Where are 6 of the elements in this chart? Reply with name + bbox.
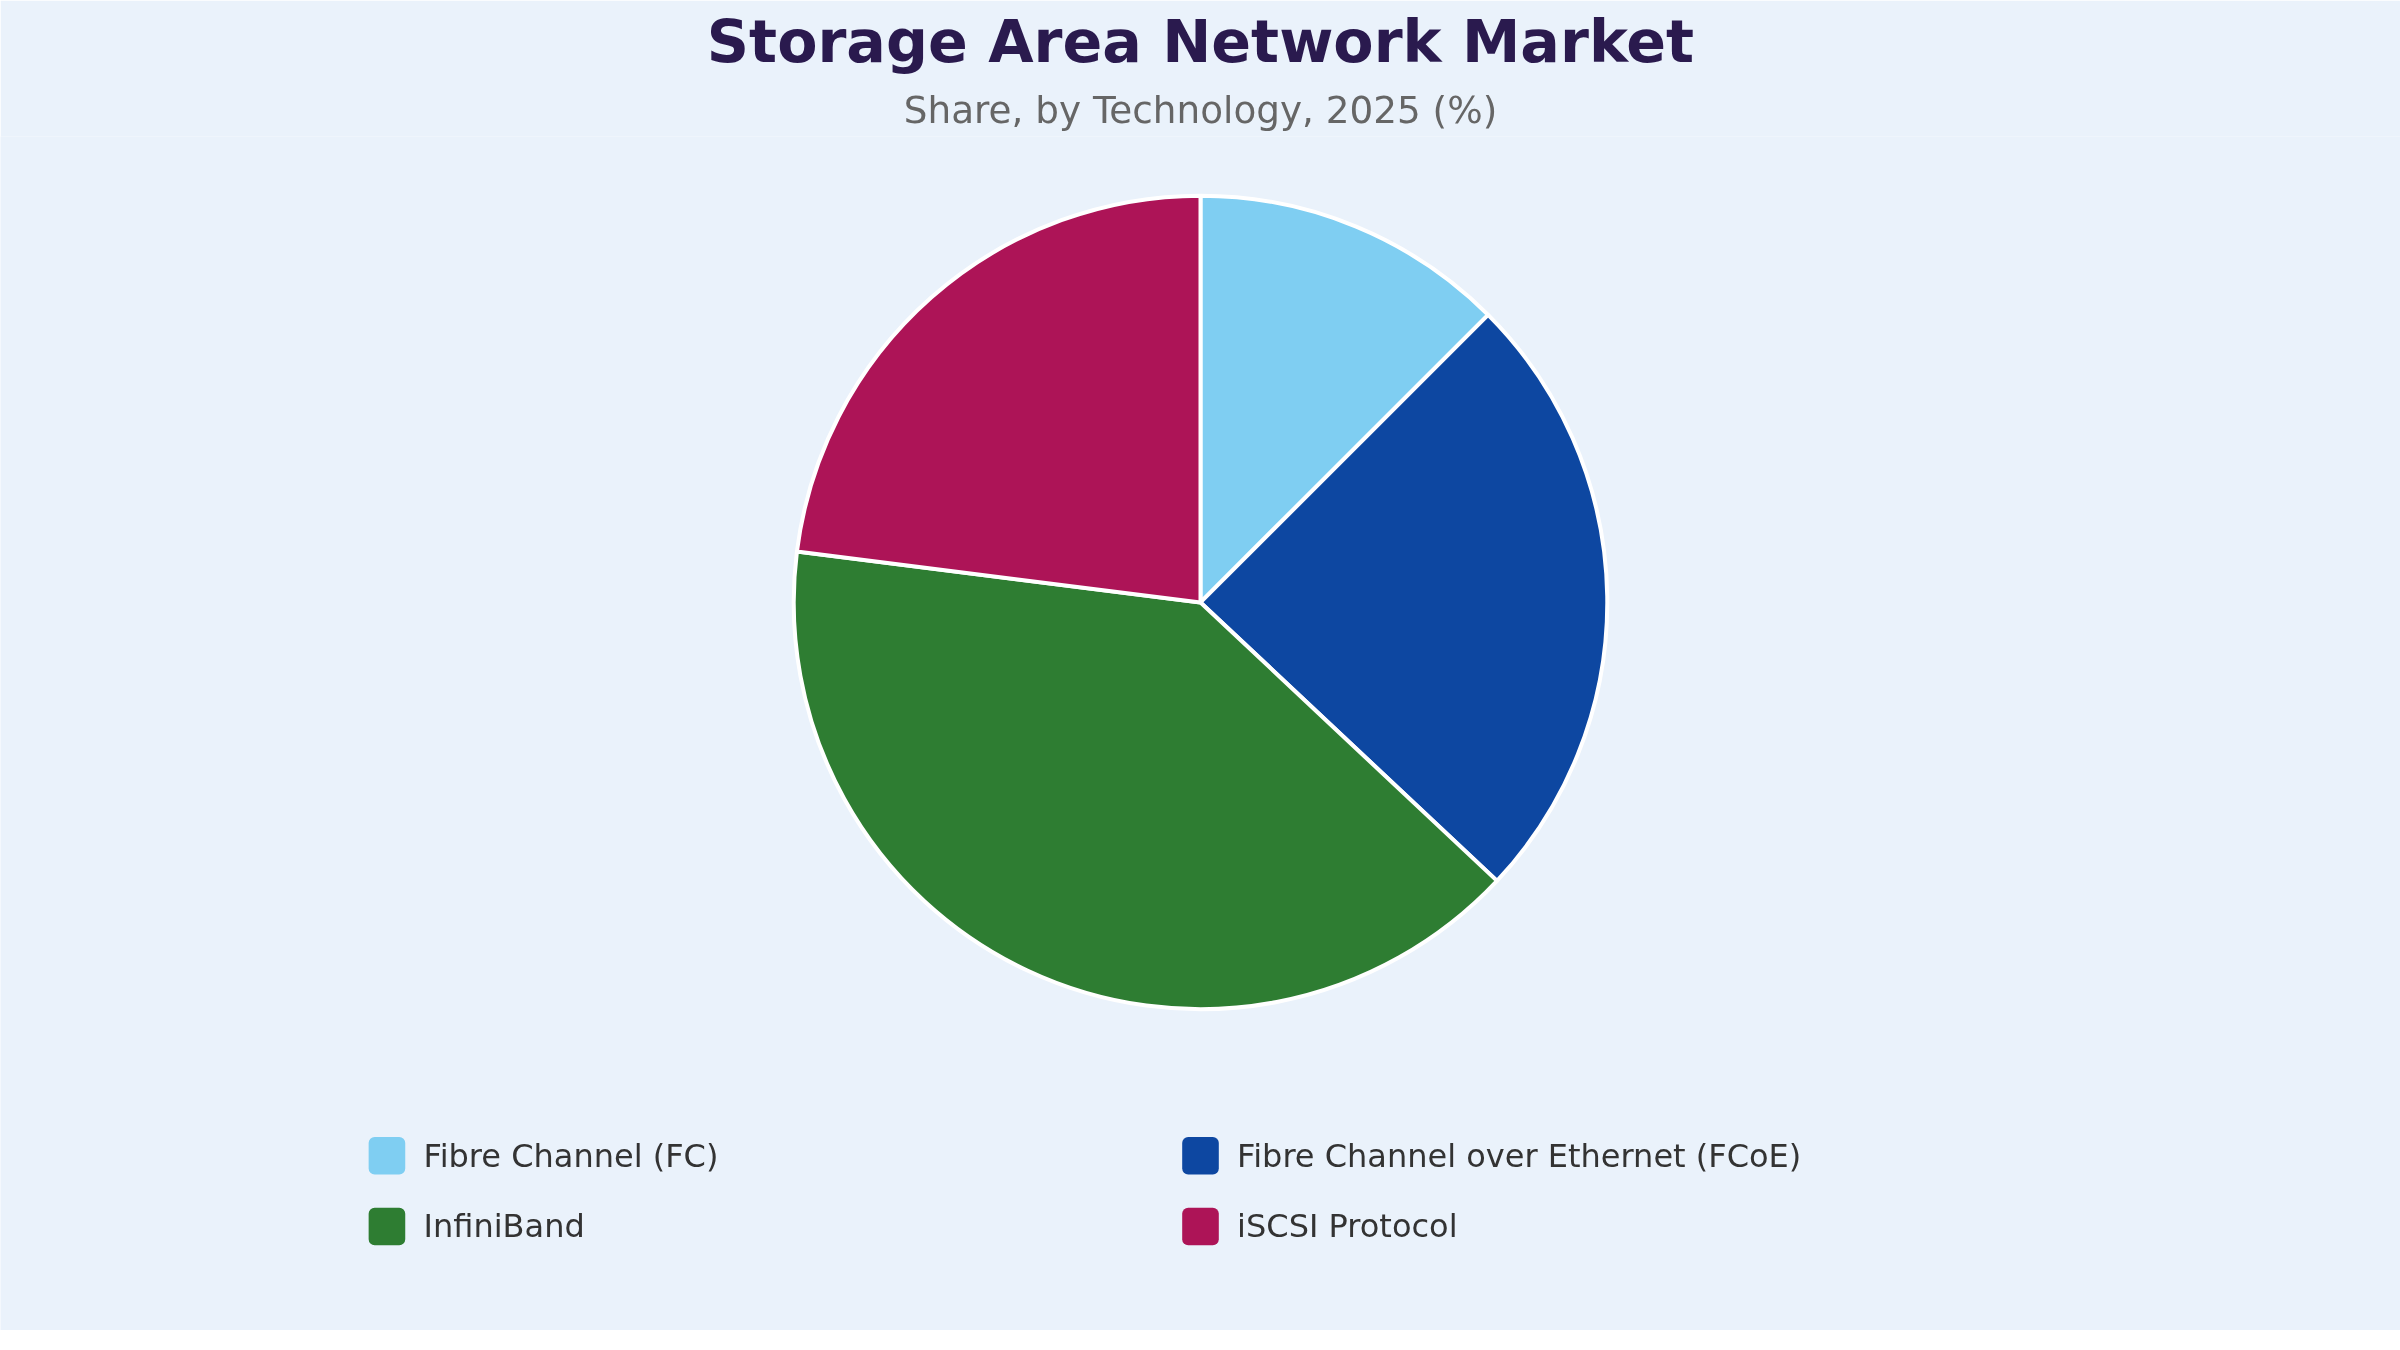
chart-subtitle: Share, by Technology, 2025 (%)	[903, 87, 1498, 132]
chart-title: Storage Area Network Market	[706, 7, 1695, 76]
legend-label: InfiniBand	[423, 1207, 585, 1246]
legend-label: iSCSI Protocol	[1237, 1207, 1458, 1246]
legend-label: Fibre Channel over Ethernet (FCoE)	[1237, 1136, 1802, 1175]
legend-label: Fibre Channel (FC)	[423, 1136, 719, 1175]
